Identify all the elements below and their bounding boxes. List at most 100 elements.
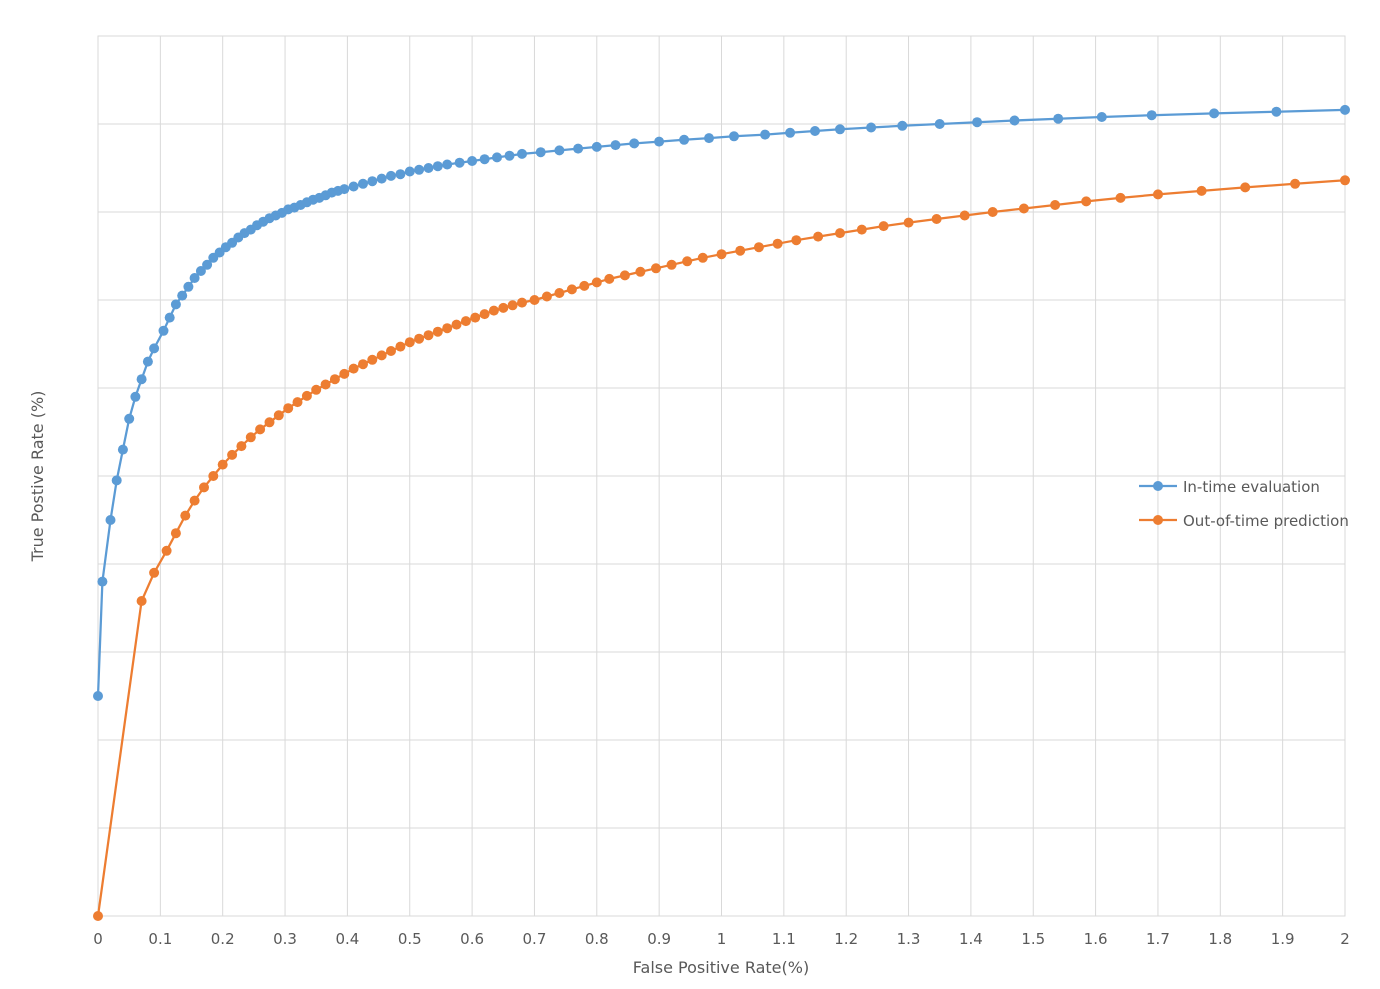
series-0-point-13 — [177, 290, 188, 301]
series-1-point-27 — [386, 346, 396, 356]
series-0-point-67 — [760, 129, 771, 140]
series-1-point-45 — [566, 284, 577, 295]
series-1-point-55 — [716, 249, 727, 260]
series-1-point-5 — [180, 510, 191, 521]
x-tick-label-11: 1.1 — [772, 930, 796, 948]
series-1-point-33 — [442, 323, 453, 334]
series-1-point-65 — [931, 214, 942, 224]
series-1-point-71 — [1115, 192, 1126, 203]
x-tick-label-6: 0.6 — [460, 930, 484, 948]
series-1-point-46 — [579, 280, 590, 291]
series-1-point-44 — [554, 288, 565, 298]
series-1-point-72 — [1153, 189, 1163, 200]
series-1-point-34 — [451, 319, 462, 330]
series-1-point-42 — [529, 295, 540, 305]
series-1-point-64 — [903, 217, 914, 228]
x-tick-label-2: 0.2 — [211, 930, 235, 948]
series-1-point-38 — [488, 305, 499, 316]
series-0-point-49 — [432, 161, 443, 172]
series-1-point-67 — [987, 207, 998, 217]
series-0-point-62 — [629, 138, 640, 149]
series-0-point-12 — [170, 299, 181, 310]
x-tick-label-15: 1.5 — [1021, 930, 1045, 948]
series-0-point-74 — [972, 117, 983, 128]
series-1-point-73 — [1196, 185, 1207, 196]
series-1-point-7 — [199, 482, 209, 493]
x-tick-label-9: 0.9 — [647, 930, 671, 948]
series-0-point-44 — [386, 170, 396, 181]
series-0-point-15 — [189, 273, 200, 283]
grid-lines — [97, 35, 1346, 917]
series-1-point-39 — [498, 302, 509, 313]
x-tick-label-1: 0.1 — [148, 930, 172, 948]
series-1-point-76 — [1340, 175, 1350, 186]
x-tick-label-13: 1.3 — [897, 930, 921, 948]
series-0-point-43 — [376, 173, 387, 184]
series-0-point-42 — [367, 176, 378, 187]
series-0-point-59 — [573, 143, 584, 154]
series-1-point-69 — [1050, 200, 1061, 210]
series-1-point-20 — [320, 379, 331, 390]
series-0-point-68 — [785, 127, 796, 138]
legend-marker-in-time — [1153, 481, 1163, 491]
series-1-point-11 — [236, 441, 247, 452]
series-0-point-10 — [158, 325, 169, 336]
series-1-point-43 — [541, 291, 552, 302]
series-1-point-36 — [470, 312, 481, 323]
series-0-point-41 — [358, 178, 368, 189]
series-0-point-75 — [1009, 115, 1020, 126]
series-0-point-78 — [1146, 110, 1157, 121]
series-1-point-48 — [604, 273, 615, 284]
x-tick-label-14: 1.4 — [959, 930, 983, 948]
series-1-point-26 — [376, 350, 387, 361]
series-1-point-61 — [835, 228, 845, 239]
legend-entry-in-time: In-time evaluation — [1139, 478, 1320, 496]
series-0-point-14 — [183, 281, 194, 292]
x-tick-label-3: 0.3 — [273, 930, 297, 948]
series-1-point-29 — [404, 337, 415, 348]
x-tick-label-17: 1.7 — [1146, 930, 1170, 948]
series-0-point-4 — [117, 444, 128, 455]
series-1-point-23 — [348, 363, 359, 374]
x-tick-label-18: 1.8 — [1208, 930, 1232, 948]
plot-area-border — [97, 35, 1346, 917]
series-1-point-53 — [682, 256, 693, 267]
series-1-point-10 — [227, 449, 238, 460]
series-0-point-81 — [1340, 104, 1350, 115]
series-0-point-71 — [866, 122, 877, 133]
series-1-point-24 — [358, 359, 368, 370]
series-1-point-16 — [283, 403, 294, 414]
series-0-point-50 — [442, 159, 453, 170]
series-1-point-28 — [395, 341, 406, 352]
series-1-point-32 — [432, 326, 443, 337]
series-0-point-8 — [142, 356, 153, 367]
series-1-point-22 — [339, 368, 350, 379]
series-0-point-51 — [454, 157, 465, 168]
series-0-point-52 — [467, 156, 478, 166]
series-1-point-74 — [1240, 182, 1251, 193]
series-0-point-60 — [591, 141, 602, 152]
series-1-point-57 — [753, 242, 764, 253]
series-1-point-15 — [273, 410, 284, 421]
series-0-point-9 — [149, 343, 160, 354]
series-1-point-0 — [93, 911, 103, 921]
series-1-point-37 — [479, 309, 490, 320]
series-0-point-57 — [535, 147, 546, 158]
series-1-point-2 — [149, 567, 160, 578]
series-1-point-25 — [367, 354, 378, 365]
series-0-point-53 — [479, 154, 490, 165]
series-0-point-39 — [339, 184, 350, 195]
series-0-point-72 — [897, 120, 908, 131]
x-tick-label-16: 1.6 — [1084, 930, 1108, 948]
x-tick-labels: 0 0.1 0.2 0.3 0.4 0.5 0.6 0.7 0.8 0.9 1 1.1 1.2 1.3 1.… — [93, 930, 1350, 948]
series-0-point-56 — [517, 148, 527, 159]
series-1-point-6 — [189, 495, 200, 506]
series-1-point-13 — [255, 424, 266, 435]
series-0-point-54 — [492, 152, 502, 163]
series-1-point-66 — [959, 210, 970, 221]
series-0-point-47 — [414, 164, 425, 175]
x-tick-label-12: 1.2 — [834, 930, 858, 948]
series-0-point-63 — [654, 136, 665, 147]
series-1 — [93, 175, 1350, 921]
